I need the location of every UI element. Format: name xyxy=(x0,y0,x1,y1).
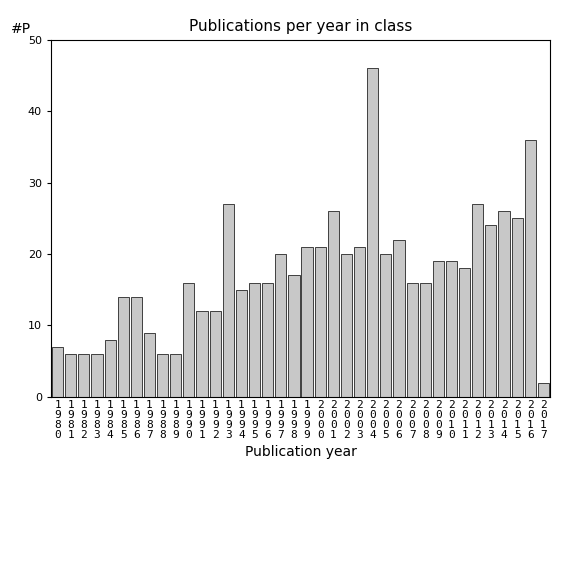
Bar xyxy=(367,68,378,397)
Bar xyxy=(485,226,497,397)
Bar xyxy=(538,383,549,397)
Bar xyxy=(249,282,260,397)
X-axis label: Publication year: Publication year xyxy=(244,445,357,459)
Bar xyxy=(210,311,221,397)
Bar xyxy=(407,282,418,397)
Bar xyxy=(223,204,234,397)
Bar xyxy=(236,290,247,397)
Bar xyxy=(157,354,168,397)
Bar xyxy=(341,254,352,397)
Bar xyxy=(302,247,312,397)
Bar xyxy=(183,282,194,397)
Bar xyxy=(328,211,339,397)
Bar xyxy=(289,276,299,397)
Bar xyxy=(52,347,63,397)
Bar xyxy=(524,139,536,397)
Bar xyxy=(393,240,405,397)
Bar xyxy=(472,204,483,397)
Bar xyxy=(275,254,286,397)
Title: Publications per year in class: Publications per year in class xyxy=(189,19,412,35)
Bar xyxy=(262,282,273,397)
Bar xyxy=(459,268,470,397)
Bar xyxy=(498,211,510,397)
Bar xyxy=(65,354,77,397)
Bar xyxy=(380,254,391,397)
Bar xyxy=(118,297,129,397)
Y-axis label: #P: #P xyxy=(11,22,31,36)
Bar xyxy=(144,333,155,397)
Bar xyxy=(420,282,431,397)
Bar xyxy=(511,218,523,397)
Bar xyxy=(104,340,116,397)
Bar xyxy=(315,247,326,397)
Bar xyxy=(78,354,90,397)
Bar xyxy=(196,311,208,397)
Bar xyxy=(170,354,181,397)
Bar xyxy=(91,354,103,397)
Bar xyxy=(354,247,365,397)
Bar xyxy=(446,261,457,397)
Bar xyxy=(433,261,444,397)
Bar xyxy=(131,297,142,397)
